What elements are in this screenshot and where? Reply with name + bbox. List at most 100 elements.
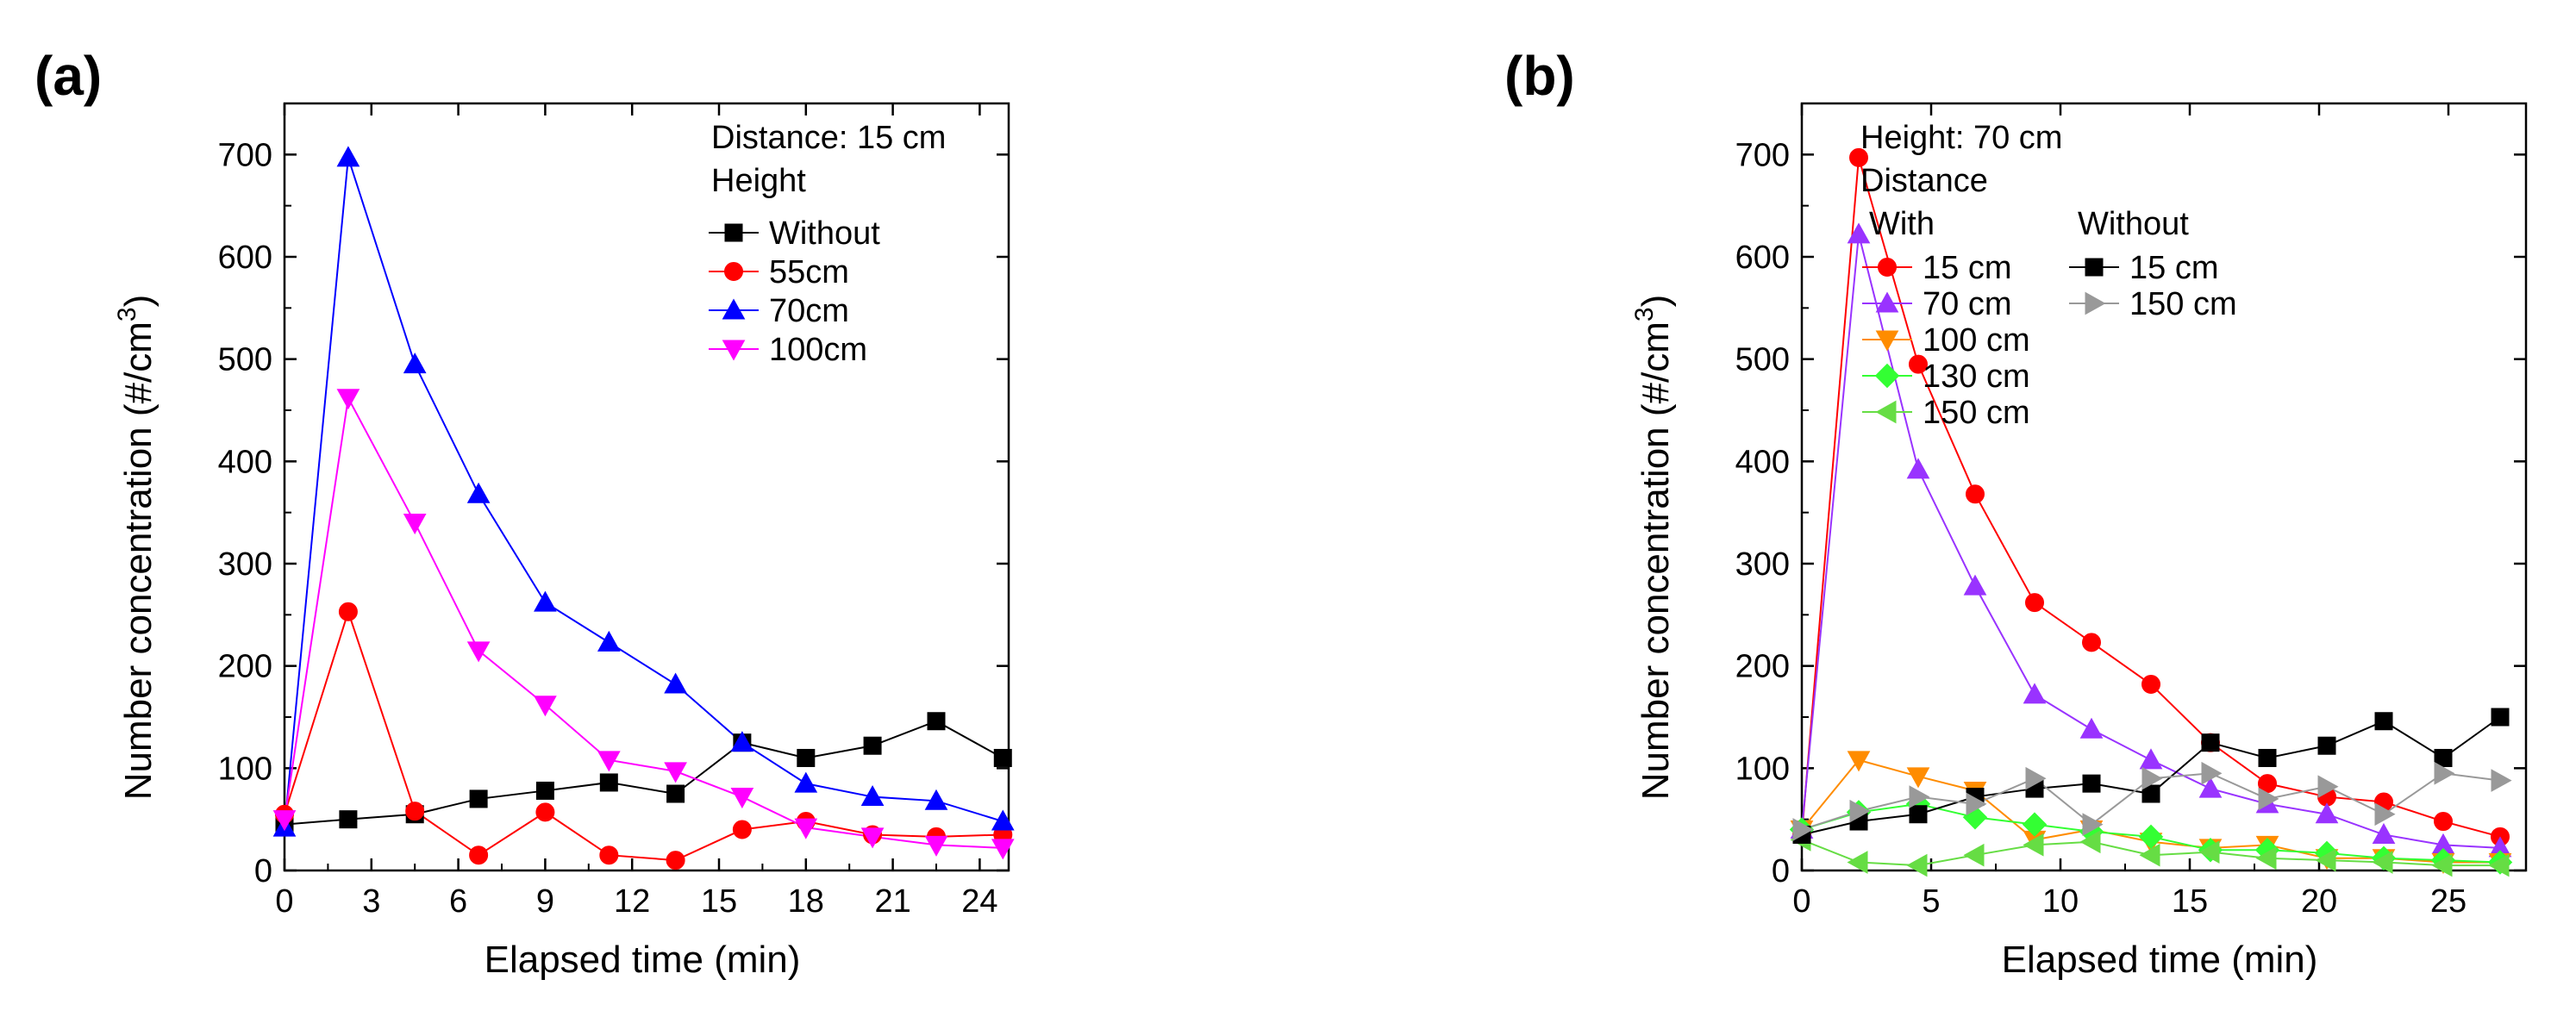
panel-a-point: [730, 788, 754, 809]
panel-a-point: [534, 696, 557, 717]
panel-b-point: [1966, 484, 1985, 504]
panel-a-ytick-label: 700: [218, 137, 272, 173]
panel-b-legend-label: 15 cm: [1923, 250, 2011, 286]
panel-b-xtick-label: 0: [1792, 883, 1810, 920]
panel-b-point: [2491, 708, 2510, 727]
panel-a-legend-title-distance: Distance: 15 cm: [711, 120, 946, 156]
panel-b-label: (b): [1504, 45, 1575, 107]
panel-b-point: [1847, 222, 1871, 244]
panel-b-point: [2082, 813, 2104, 836]
panel-a-point: [272, 810, 297, 832]
panel-b-legend-item: 15 cm: [1862, 250, 2011, 286]
panel-a-ytick-label: 400: [218, 444, 272, 480]
panel-b-ytick-label: 100: [1735, 751, 1790, 787]
panel-a-point: [860, 827, 885, 849]
panel-b-point: [2141, 784, 2160, 803]
panel-a-point: [991, 839, 1015, 860]
panel-a-xtick-label: 15: [701, 883, 737, 920]
panel-a-legend-label: 70cm: [769, 293, 849, 329]
panel-a-axes: 0 3 6 9 12 15 18 21 24 0 100 200 300 400 500 600 700: [218, 102, 1010, 920]
panel-b-legend-group-with: With: [1869, 206, 1935, 242]
panel-a-ytick-label: 500: [218, 342, 272, 378]
panel-b-point: [1847, 851, 1868, 874]
panel-b: (b) 0 5 10 15 20 25 0 100 200 300 400 500 600 700 Ela…: [1504, 45, 2528, 981]
panel-a-legend-item: Without: [709, 215, 880, 252]
panel-b-xtick-label: 25: [2430, 883, 2467, 920]
panel-b-plot-frame: [1800, 102, 2528, 872]
panel-a-xtick-label: 18: [788, 883, 824, 920]
panel-a-point: [466, 482, 491, 503]
panel-b-point: [1963, 843, 1985, 867]
panel-b-point: [2139, 748, 2163, 770]
panel-a-point: [924, 835, 948, 857]
panel-b-point: [1909, 354, 1928, 374]
panel-b-legend-item: 150 cm: [2069, 286, 2237, 322]
panel-a-point: [597, 751, 621, 772]
panel-a-point: [664, 672, 687, 694]
panel-b-point: [2315, 802, 2339, 824]
panel-a-point: [863, 736, 882, 755]
panel-a-point: [666, 851, 685, 870]
panel-b-legend-title-height: Height: 70 cm: [1860, 120, 2062, 156]
panel-b-legend-label: 70 cm: [1923, 286, 2011, 322]
panel-a-point: [993, 748, 1012, 767]
panel-b-legend-marker: [2085, 291, 2106, 315]
panel-a-ytick-label: 0: [254, 853, 272, 889]
panel-b-point: [2079, 717, 2104, 739]
panel-b-legend-label: 150 cm: [1923, 395, 2030, 431]
panel-b-point: [1909, 785, 1930, 808]
panel-b-point: [2317, 775, 2339, 799]
panel-b-xtick-label: 10: [2042, 883, 2079, 920]
panel-b-legend: Height: 70 cm Distance With Without 15 c…: [1860, 120, 2237, 431]
panel-a-point: [732, 820, 752, 839]
panel-a-legend-item: 70cm: [709, 293, 849, 329]
panel-b-point: [2317, 736, 2336, 755]
panel-a-legend-marker: [722, 340, 746, 361]
panel-b-legend-group-without: Without: [2078, 206, 2189, 242]
panel-a-legend-item: 100cm: [709, 332, 867, 368]
panel-b-legend-item: 15 cm: [2069, 250, 2218, 286]
panel-b-ytick-label: 500: [1735, 342, 1790, 378]
panel-a-ytick-label: 100: [218, 751, 272, 787]
panel-a-legend-label: Without: [769, 215, 880, 252]
panel-a-legend-marker: [724, 223, 743, 242]
panel-a-xtick-label: 21: [874, 883, 910, 920]
panel-b-legend-marker: [1875, 291, 1899, 313]
panel-a-point: [664, 762, 687, 783]
panel-b-legend-marker: [1875, 400, 1897, 424]
panel-b-legend-title-distance: Distance: [1860, 163, 1988, 199]
panel-b-ytick-label: 200: [1735, 649, 1790, 685]
panel-b-ylabel: Number concentration (#/cm3): [1630, 295, 1677, 800]
panel-a-xtick-label: 6: [449, 883, 467, 920]
panel-a-point: [466, 641, 491, 663]
panel-b-point: [2258, 787, 2279, 811]
panel-a-xtick-label: 3: [362, 883, 380, 920]
panel-a-point: [338, 602, 358, 621]
panel-a-point: [666, 784, 685, 803]
panel-b-legend-item: 100 cm: [1862, 322, 2030, 359]
panel-a-point: [534, 590, 557, 612]
panel-a-point: [794, 818, 818, 839]
panel-b-point: [2431, 853, 2453, 877]
panel-a-point: [860, 785, 885, 807]
panel-b-point: [2488, 853, 2510, 877]
panel-b-point: [2082, 633, 2101, 652]
panel-b-legend-label: 130 cm: [1923, 359, 2030, 395]
panel-b-point: [2372, 851, 2393, 874]
panel-a-legend-marker: [724, 262, 743, 281]
panel-a-point: [730, 731, 754, 752]
panel-a-point: [469, 845, 489, 865]
panel-a-point: [794, 771, 818, 793]
panel-a-point: [469, 789, 488, 808]
panel-b-point: [1849, 799, 1871, 823]
panel-a-point: [336, 146, 360, 167]
panel-b-point: [2201, 733, 2220, 752]
panel-b-point: [1963, 574, 1987, 596]
panel-a: (a) 0 3 6 9 12 15 18 21 24 0 100 200 300 400 500 600 700…: [34, 45, 1015, 981]
panel-a-point: [924, 789, 948, 810]
panel-b-point: [2258, 748, 2277, 767]
panel-b-ytick-label: 600: [1735, 240, 1790, 276]
panel-b-point: [2139, 843, 2160, 867]
